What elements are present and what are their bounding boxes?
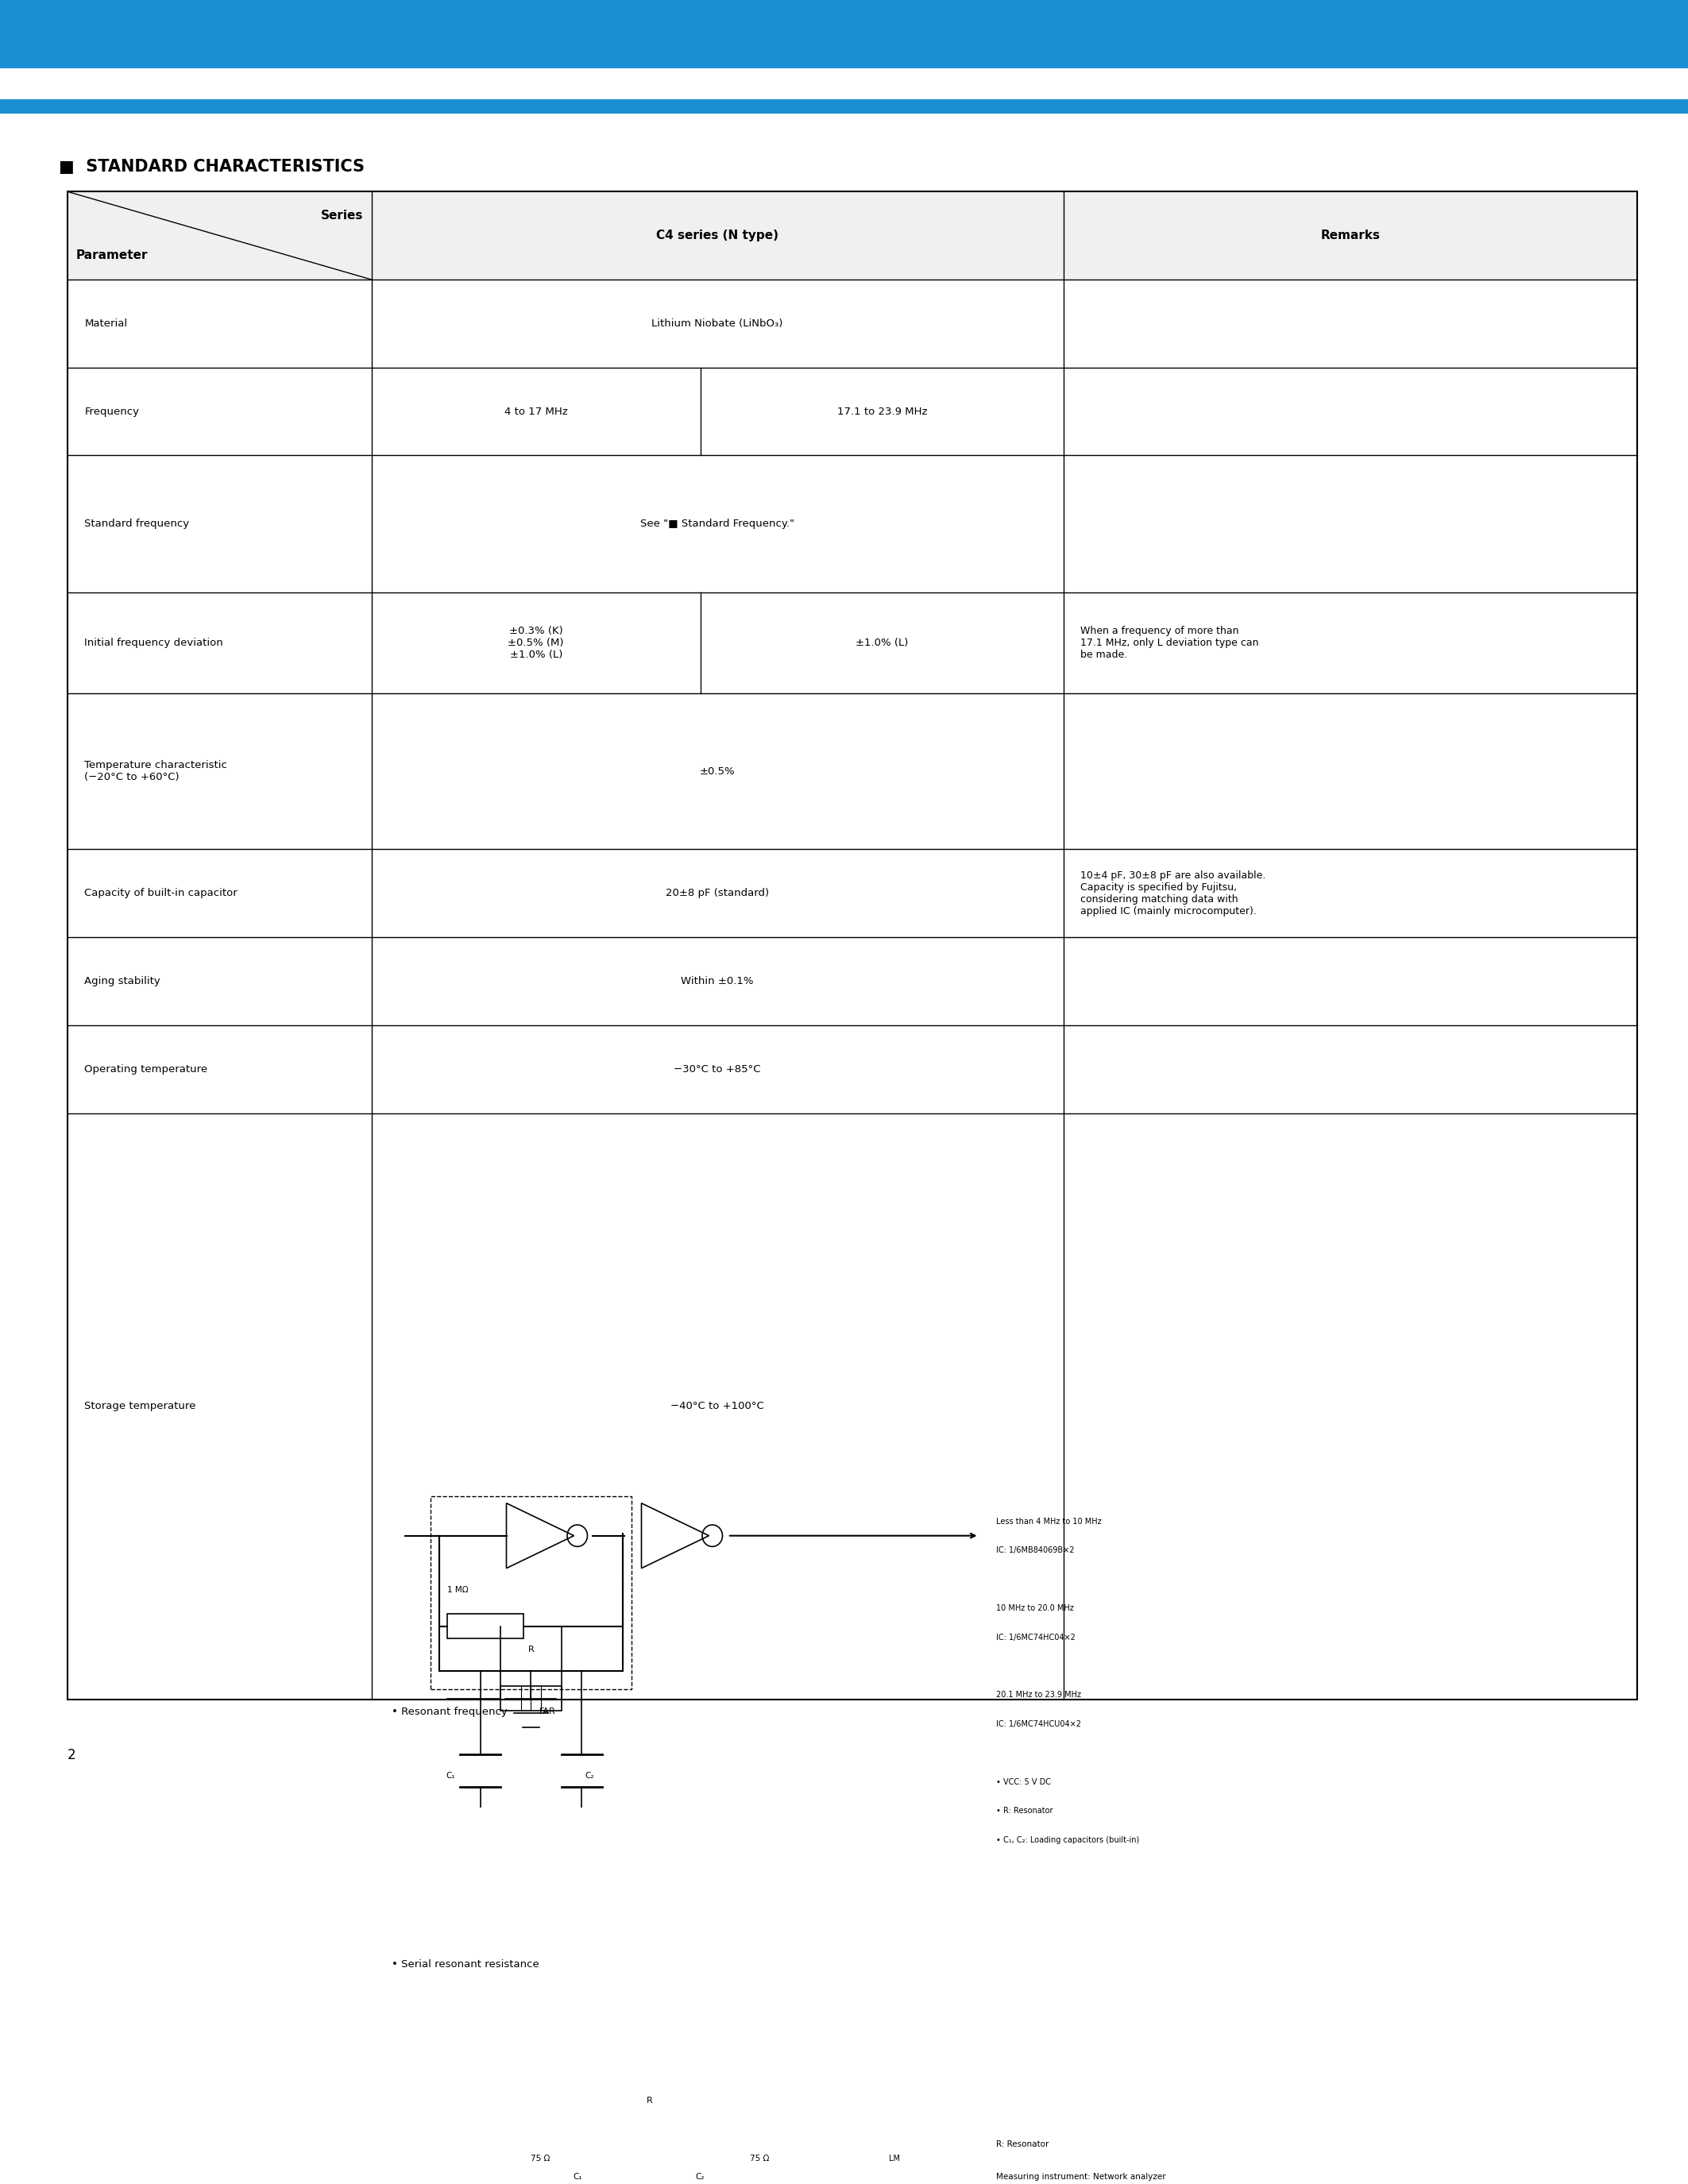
Text: Measuring instrument: Network analyzer: Measuring instrument: Network analyzer	[996, 2173, 1166, 2182]
Text: Within ±0.1%: Within ±0.1%	[680, 976, 755, 987]
Text: C4 series (N type): C4 series (N type)	[657, 229, 778, 242]
Text: C₂: C₂	[586, 1771, 594, 1780]
Text: Temperature characteristic
(−20°C to +60°C): Temperature characteristic (−20°C to +60…	[84, 760, 228, 782]
Text: LM: LM	[890, 2153, 900, 2162]
Bar	[616, 2114, 684, 2138]
Text: IC: 1/6MC74HC04×2: IC: 1/6MC74HC04×2	[996, 1634, 1075, 1640]
Text: • C₁, C₂: Loading capacitors (built-in): • C₁, C₂: Loading capacitors (built-in)	[996, 1837, 1139, 1843]
Text: Lithium Niobate (LiNbO₃): Lithium Niobate (LiNbO₃)	[652, 319, 783, 328]
Text: • Serial resonant resistance: • Serial resonant resistance	[392, 1959, 538, 1970]
Text: 2: 2	[68, 1747, 76, 1762]
Text: ■  STANDARD CHARACTERISTICS: ■ STANDARD CHARACTERISTICS	[59, 159, 365, 175]
Text: 17.1 to 23.9 MHz: 17.1 to 23.9 MHz	[837, 406, 927, 417]
Text: C₁: C₁	[574, 2173, 582, 2180]
Text: Standard frequency: Standard frequency	[84, 520, 189, 529]
Text: Initial frequency deviation: Initial frequency deviation	[84, 638, 223, 649]
Bar	[0, 100, 1688, 114]
Text: Remarks: Remarks	[1320, 229, 1381, 242]
Text: R: Resonator: R: Resonator	[996, 2140, 1048, 2149]
Text: FAR: FAR	[540, 1708, 555, 1714]
Bar	[500, 1686, 560, 1710]
Text: ±0.3% (K)
±0.5% (M)
±1.0% (L): ±0.3% (K) ±0.5% (M) ±1.0% (L)	[508, 627, 564, 660]
Text: C₁: C₁	[446, 1771, 454, 1780]
Bar	[68, 192, 1637, 1699]
Bar	[722, 2134, 798, 2184]
Text: Series: Series	[321, 210, 363, 221]
Text: R: R	[647, 2097, 653, 2103]
Text: • R: Resonator: • R: Resonator	[996, 1806, 1053, 1815]
Text: When a frequency of more than
17.1 MHz, only L deviation type can
be made.: When a frequency of more than 17.1 MHz, …	[1080, 627, 1259, 660]
Bar	[430, 1496, 631, 1690]
Text: Material: Material	[84, 319, 127, 328]
Text: Less than 4 MHz to 10 MHz: Less than 4 MHz to 10 MHz	[996, 1518, 1101, 1527]
Text: See "■ Standard Frequency.": See "■ Standard Frequency."	[640, 520, 795, 529]
Text: 10±4 pF, 30±8 pF are also available.
Capacity is specified by Fujitsu,
consideri: 10±4 pF, 30±8 pF are also available. Cap…	[1080, 869, 1266, 917]
Text: 75 Ω: 75 Ω	[749, 2153, 770, 2162]
Text: IC: 1/6MB84069B×2: IC: 1/6MB84069B×2	[996, 1546, 1074, 1555]
Text: • VCC: 5 V DC: • VCC: 5 V DC	[996, 1778, 1050, 1787]
Text: 1 MΩ: 1 MΩ	[447, 1586, 469, 1594]
Bar	[68, 192, 1637, 280]
Text: R: R	[528, 1645, 533, 1653]
Text: ±1.0% (L): ±1.0% (L)	[856, 638, 908, 649]
Text: 10 MHz to 20.0 MHz: 10 MHz to 20.0 MHz	[996, 1605, 1074, 1612]
Text: Frequency: Frequency	[84, 406, 138, 417]
Text: 20.1 MHz to 23.9 MHz: 20.1 MHz to 23.9 MHz	[996, 1690, 1080, 1699]
Bar	[503, 2134, 577, 2184]
Text: Parameter: Parameter	[76, 249, 149, 262]
Text: −40°C to +100°C: −40°C to +100°C	[670, 1400, 765, 1411]
Text: 20±8 pF (standard): 20±8 pF (standard)	[665, 889, 770, 898]
Text: FAR Family (C4 series N type): FAR Family (C4 series N type)	[59, 17, 647, 52]
Bar	[473, 2060, 827, 2184]
Text: Operating temperature: Operating temperature	[84, 1064, 208, 1075]
Text: 75 Ω: 75 Ω	[530, 2153, 550, 2162]
Text: −30°C to +85°C: −30°C to +85°C	[674, 1064, 761, 1075]
Text: Capacity of built-in capacitor: Capacity of built-in capacitor	[84, 889, 238, 898]
Text: Storage temperature: Storage temperature	[84, 1400, 196, 1411]
Bar	[447, 1614, 523, 1638]
Text: • Resonant frequency: • Resonant frequency	[392, 1706, 508, 1717]
Text: IC: 1/6MC74HCU04×2: IC: 1/6MC74HCU04×2	[996, 1721, 1080, 1728]
Bar	[0, 0, 1688, 68]
Text: C₂: C₂	[695, 2173, 704, 2180]
Text: Aging stability: Aging stability	[84, 976, 160, 987]
Text: ±0.5%: ±0.5%	[701, 767, 736, 778]
Text: 4 to 17 MHz: 4 to 17 MHz	[505, 406, 567, 417]
